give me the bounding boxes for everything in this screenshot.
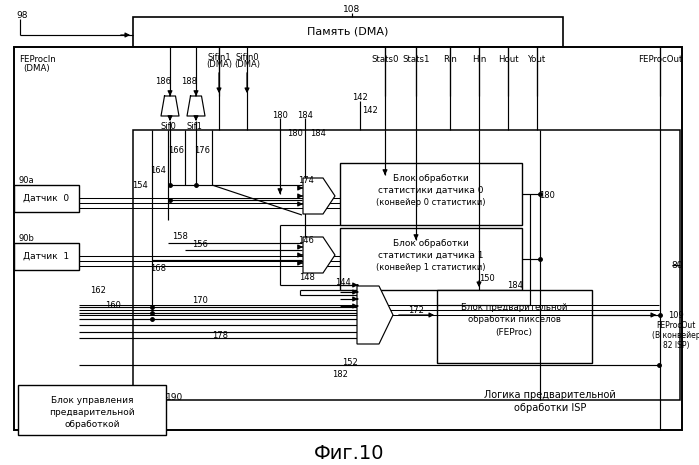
Text: Sifin1: Sifin1 (207, 53, 231, 61)
Text: (конвейер 1 статистики): (конвейер 1 статистики) (376, 263, 486, 272)
Text: Блок предварительной: Блок предварительной (461, 303, 568, 312)
Text: 168: 168 (150, 264, 166, 272)
Text: статистики датчика 0: статистики датчика 0 (378, 186, 484, 194)
Text: 182: 182 (332, 370, 348, 379)
Text: обработки пикселов: обработки пикселов (468, 314, 561, 324)
Text: FEProcIn: FEProcIn (19, 55, 55, 65)
Text: 184: 184 (297, 111, 313, 120)
Text: 142: 142 (362, 106, 378, 114)
Text: 184: 184 (507, 280, 523, 290)
Text: 178: 178 (212, 331, 228, 339)
Text: 164: 164 (150, 166, 166, 174)
Text: 184: 184 (310, 128, 326, 138)
Text: FEProcOut: FEProcOut (656, 320, 696, 330)
FancyBboxPatch shape (14, 47, 682, 430)
Text: Sifin0: Sifin0 (235, 53, 259, 61)
Text: Блок обработки: Блок обработки (393, 239, 469, 247)
Text: 109: 109 (668, 311, 684, 319)
FancyBboxPatch shape (340, 228, 522, 290)
Text: 146: 146 (298, 235, 314, 245)
Text: 144: 144 (335, 278, 351, 286)
Text: 160: 160 (105, 300, 121, 310)
Text: 80: 80 (671, 260, 683, 270)
Text: предварительной: предварительной (49, 407, 135, 417)
Polygon shape (161, 96, 179, 116)
Text: (В конвейер: (В конвейер (651, 331, 699, 339)
Text: 190: 190 (166, 392, 184, 401)
Text: Rin: Rin (443, 55, 457, 65)
Text: 158: 158 (172, 232, 188, 240)
Text: 166: 166 (168, 146, 184, 154)
Text: 152: 152 (342, 358, 358, 366)
Polygon shape (303, 237, 335, 273)
Polygon shape (303, 178, 335, 214)
Text: Sif0: Sif0 (160, 121, 176, 131)
Text: 180: 180 (539, 191, 555, 199)
FancyBboxPatch shape (18, 385, 166, 435)
Text: Hin: Hin (472, 55, 487, 65)
Text: Yout: Yout (528, 55, 546, 65)
FancyBboxPatch shape (14, 185, 79, 212)
Text: 172: 172 (408, 306, 424, 314)
Text: Блок обработки: Блок обработки (393, 173, 469, 182)
Text: статистики датчика 1: статистики датчика 1 (378, 251, 484, 259)
FancyBboxPatch shape (14, 243, 79, 270)
FancyBboxPatch shape (437, 290, 592, 363)
Text: Sif1: Sif1 (186, 121, 202, 131)
Text: 176: 176 (194, 146, 210, 154)
Text: FEProcOut: FEProcOut (637, 55, 682, 65)
Text: (DMA): (DMA) (234, 60, 260, 69)
Text: 90b: 90b (18, 233, 34, 243)
Text: 174: 174 (298, 175, 314, 185)
Text: Датчик  1: Датчик 1 (23, 252, 69, 260)
Polygon shape (187, 96, 205, 116)
Text: 90a: 90a (18, 175, 34, 185)
Text: (DMA): (DMA) (206, 60, 232, 69)
Text: Блок управления: Блок управления (51, 396, 134, 405)
Text: Память (DMA): Память (DMA) (308, 27, 389, 37)
Text: Логика предварительной: Логика предварительной (484, 390, 616, 400)
FancyBboxPatch shape (340, 163, 522, 225)
Text: Hout: Hout (498, 55, 519, 65)
Text: обработкой: обработкой (64, 419, 120, 429)
Text: 108: 108 (343, 6, 361, 14)
Text: 186: 186 (155, 78, 171, 86)
FancyBboxPatch shape (133, 17, 563, 47)
Text: 180: 180 (287, 128, 303, 138)
Text: обработки ISP: обработки ISP (514, 403, 586, 413)
Text: Stats1: Stats1 (402, 55, 430, 65)
Text: (DMA): (DMA) (24, 65, 50, 73)
Text: 82 ISP): 82 ISP) (663, 340, 689, 350)
Text: 142: 142 (352, 93, 368, 101)
Text: 156: 156 (192, 239, 208, 248)
FancyBboxPatch shape (133, 130, 680, 400)
Text: 98: 98 (16, 11, 28, 20)
Text: 188: 188 (181, 78, 197, 86)
Text: 180: 180 (272, 111, 288, 120)
Text: (конвейер 0 статистики): (конвейер 0 статистики) (376, 198, 486, 206)
Text: Датчик  0: Датчик 0 (23, 193, 69, 202)
Text: Stats0: Stats0 (371, 55, 398, 65)
Polygon shape (357, 286, 393, 344)
Text: (FEProc): (FEProc) (496, 327, 533, 337)
Text: Фиг.10: Фиг.10 (314, 444, 384, 463)
Text: 162: 162 (90, 286, 106, 294)
Text: 170: 170 (192, 295, 208, 305)
Text: 150: 150 (479, 273, 495, 283)
Text: 148: 148 (299, 272, 315, 281)
Text: 154: 154 (132, 180, 148, 190)
